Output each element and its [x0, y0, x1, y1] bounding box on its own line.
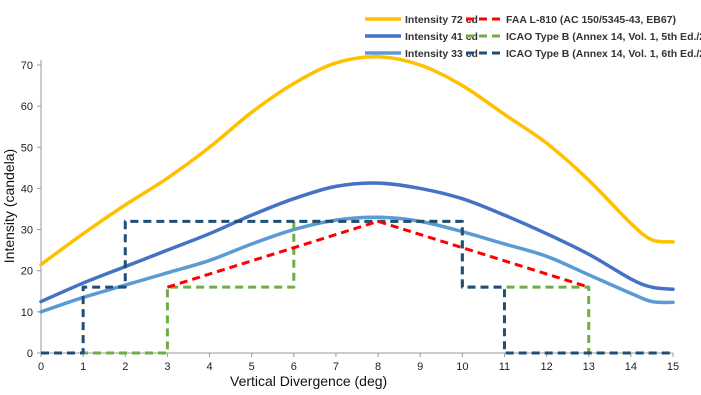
x-tick-label: 10: [456, 361, 468, 373]
x-tick-label: 6: [291, 361, 297, 373]
y-tick-label: 0: [27, 348, 33, 360]
legend: Intensity 72 cd Intensity 41 cd Intensity …: [365, 14, 701, 60]
x-tick-label: 15: [667, 361, 679, 373]
series-line-2: [39, 181, 675, 304]
x-tick-label: 8: [375, 361, 381, 373]
x-tick-label: 1: [80, 361, 86, 373]
series-line-3: [39, 215, 675, 314]
legend-label-4: FAA L-810 (AC 150/5345-43, EB67): [506, 14, 676, 26]
y-axis-title: Intensity (candela): [1, 149, 17, 263]
legend-label-3: Intensity 33 cd: [405, 48, 478, 60]
legend-label-6: ICAO Type B (Annex 14, Vol. 1, 6th Ed./2…: [506, 48, 701, 60]
series-line-6: [41, 219, 673, 355]
y-tick-label: 70: [21, 60, 33, 72]
series-group: [39, 55, 675, 355]
x-tick-label: 13: [583, 361, 595, 373]
x-axis-title: Vertical Divergence (deg): [230, 373, 387, 389]
y-tick-label: 10: [21, 307, 33, 319]
y-tick-label: 50: [21, 142, 33, 154]
x-tick-label: 5: [249, 361, 255, 373]
x-tick-label: 9: [417, 361, 423, 373]
series-line-4: [166, 219, 590, 289]
legend-label-5: ICAO Type B (Annex 14, Vol. 1, 5th Ed./2…: [506, 31, 701, 43]
x-tick-label: 2: [122, 361, 128, 373]
x-tick-label: 11: [499, 361, 510, 373]
series-line-5: [41, 219, 673, 355]
x-tick-label: 14: [625, 361, 637, 373]
x-tick-label: 3: [164, 361, 170, 373]
legend-label-1: Intensity 72 cd: [405, 14, 478, 26]
y-tick-label: 40: [21, 183, 33, 195]
x-tick-label: 12: [540, 361, 552, 373]
y-tick-label: 60: [21, 101, 33, 113]
x-tick-label: 0: [38, 361, 44, 373]
series-line-1: [39, 55, 675, 267]
x-tick-label: 7: [333, 361, 339, 373]
y-tick-label: 20: [21, 266, 33, 278]
x-tick-label: 4: [206, 361, 212, 373]
y-tick-label: 30: [21, 225, 33, 237]
legend-label-2: Intensity 41 cd: [405, 31, 478, 43]
